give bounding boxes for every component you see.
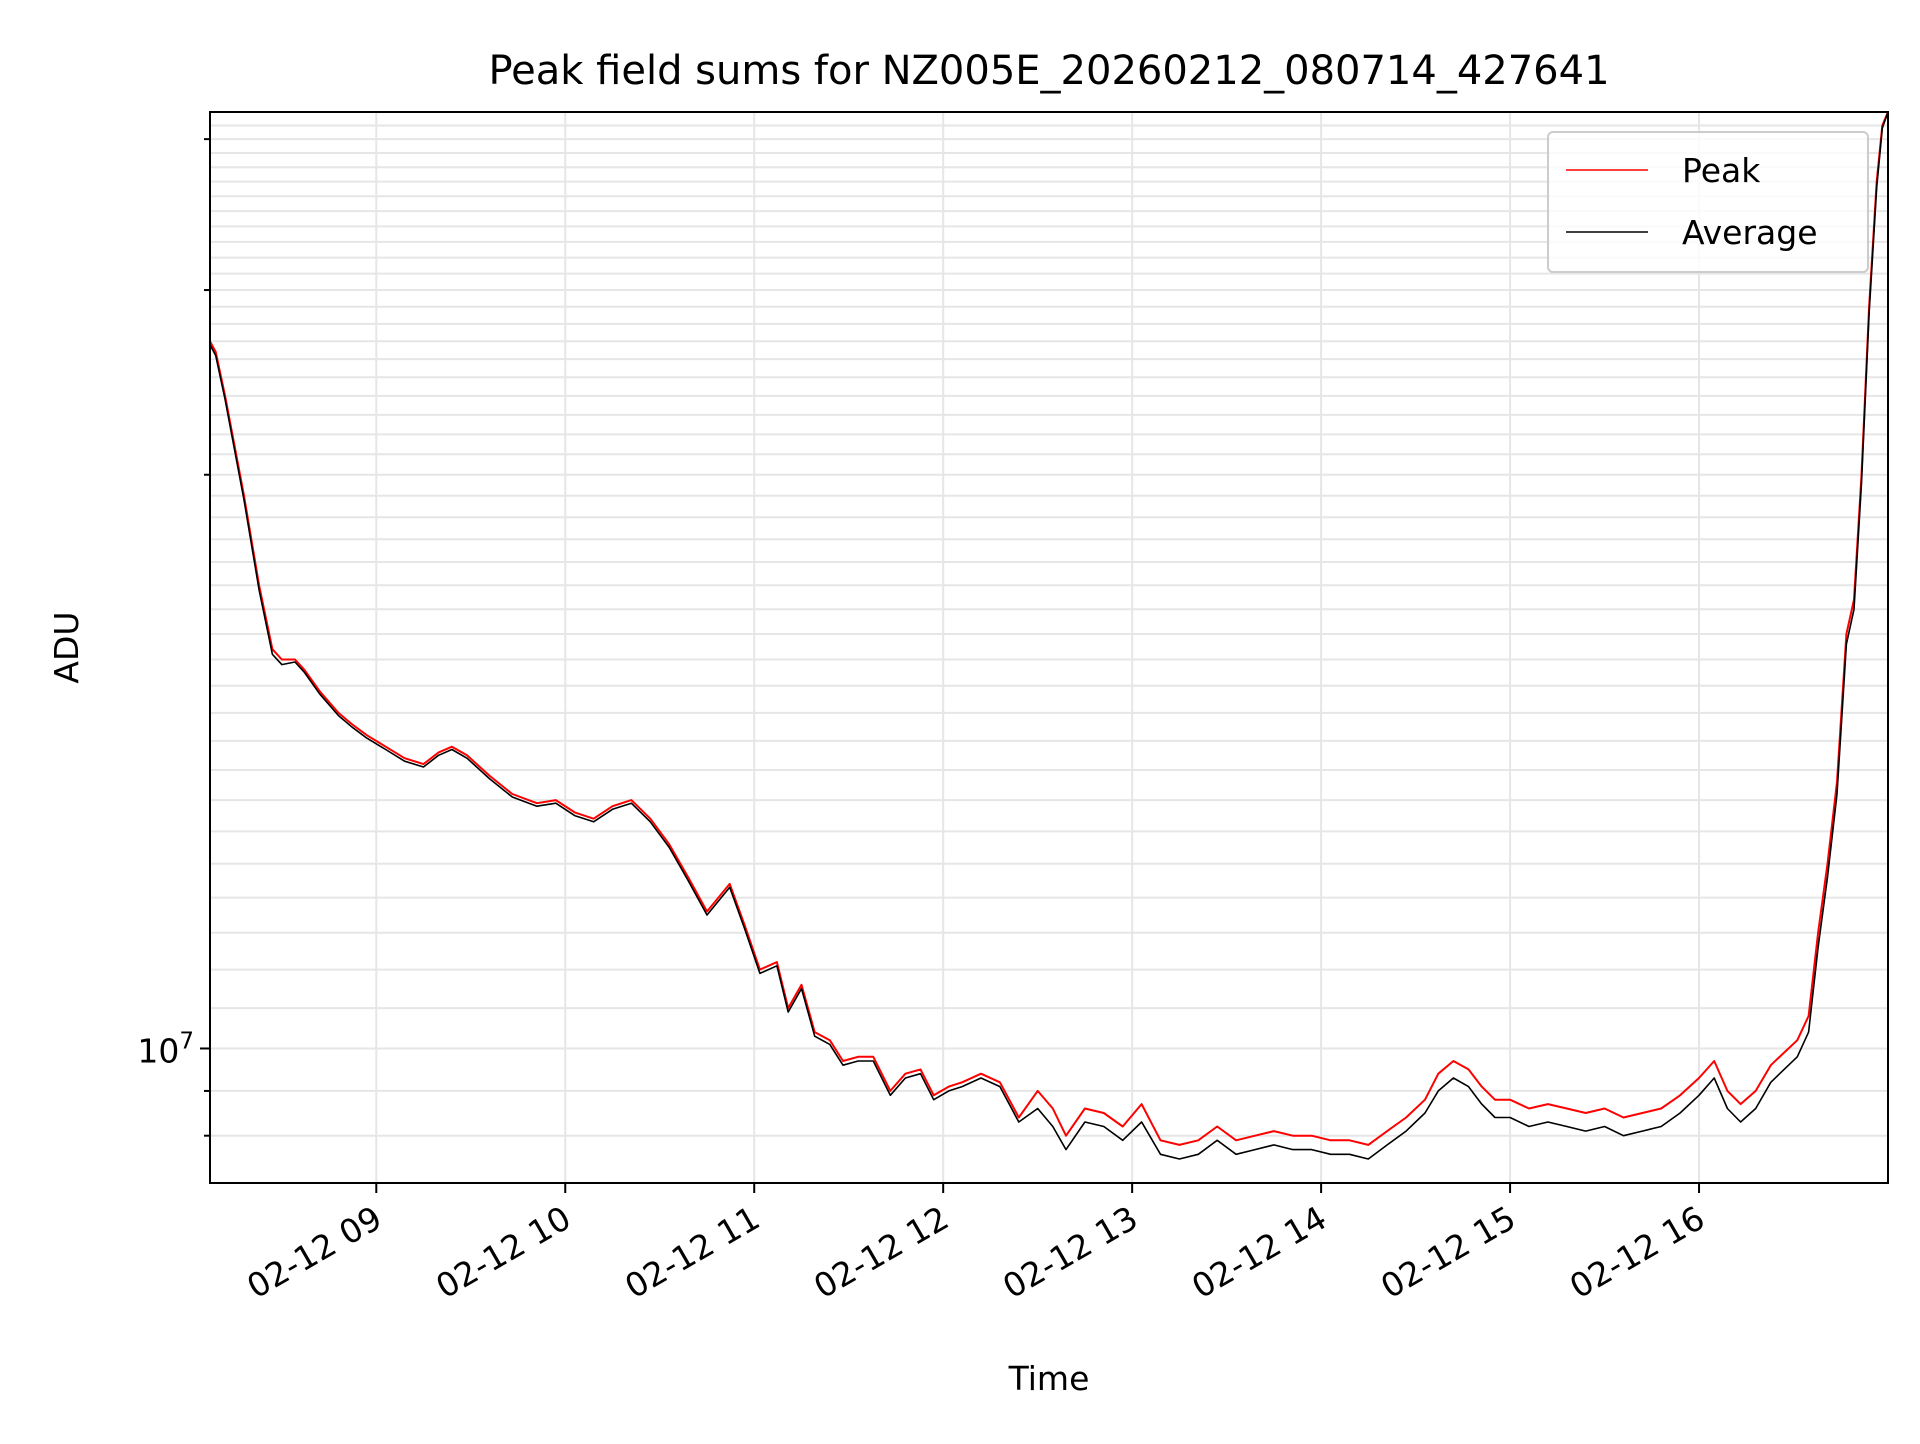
x-axis-label: Time [1008, 1359, 1090, 1398]
series-line-average [209, 111, 1889, 1160]
plot-area-frame [209, 111, 1889, 1184]
series-line-peak [209, 111, 1889, 1146]
series-layer [209, 111, 1889, 1160]
chart-title: Peak field sums for NZ005E_20260212_0807… [488, 48, 1609, 94]
legend-label-average: Average [1682, 213, 1818, 252]
legend-box [1547, 131, 1869, 273]
y-axis-label: ADU [47, 611, 86, 683]
legend: Peak Average [1547, 131, 1869, 273]
legend-label-peak: Peak [1682, 151, 1761, 190]
y-tick-label: 107 [137, 1028, 194, 1070]
